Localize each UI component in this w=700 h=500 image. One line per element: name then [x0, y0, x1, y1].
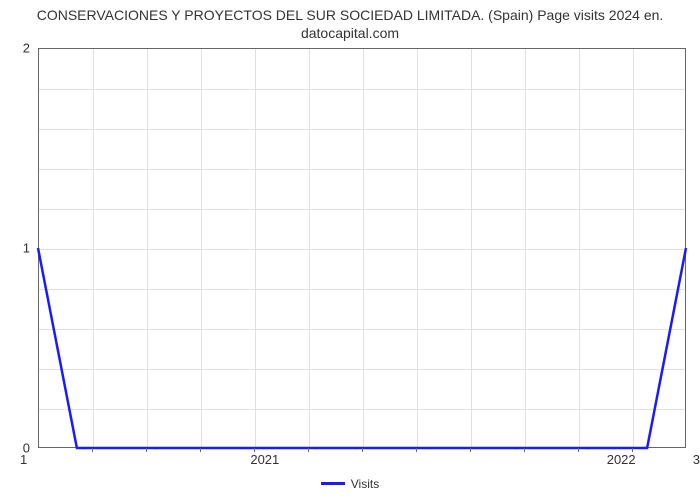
legend: Visits [0, 476, 700, 491]
line-series [38, 48, 686, 448]
title-line-2: datocapital.com [301, 25, 399, 41]
x-minor-tick [578, 448, 579, 452]
y-tick-label: 1 [0, 241, 30, 256]
legend-swatch [321, 482, 345, 485]
x-minor-tick [200, 448, 201, 452]
y-tick-label: 2 [0, 41, 30, 56]
x-tick-label: 2021 [250, 452, 279, 467]
y-tick-label: 0 [0, 441, 30, 456]
x-minor-tick [524, 448, 525, 452]
x-minor-tick [362, 448, 363, 452]
title-line-1: CONSERVACIONES Y PROYECTOS DEL SUR SOCIE… [37, 7, 664, 23]
x-minor-tick [92, 448, 93, 452]
x-tick-label: 2022 [607, 452, 636, 467]
x-minor-tick [146, 448, 147, 452]
x-corner-right: 3 [693, 452, 700, 467]
x-minor-tick [470, 448, 471, 452]
x-minor-tick [416, 448, 417, 452]
chart-area: 1 3 01220212022 [38, 48, 686, 448]
x-minor-tick [308, 448, 309, 452]
chart-title: CONSERVACIONES Y PROYECTOS DEL SUR SOCIE… [0, 0, 700, 42]
legend-label: Visits [351, 477, 379, 491]
